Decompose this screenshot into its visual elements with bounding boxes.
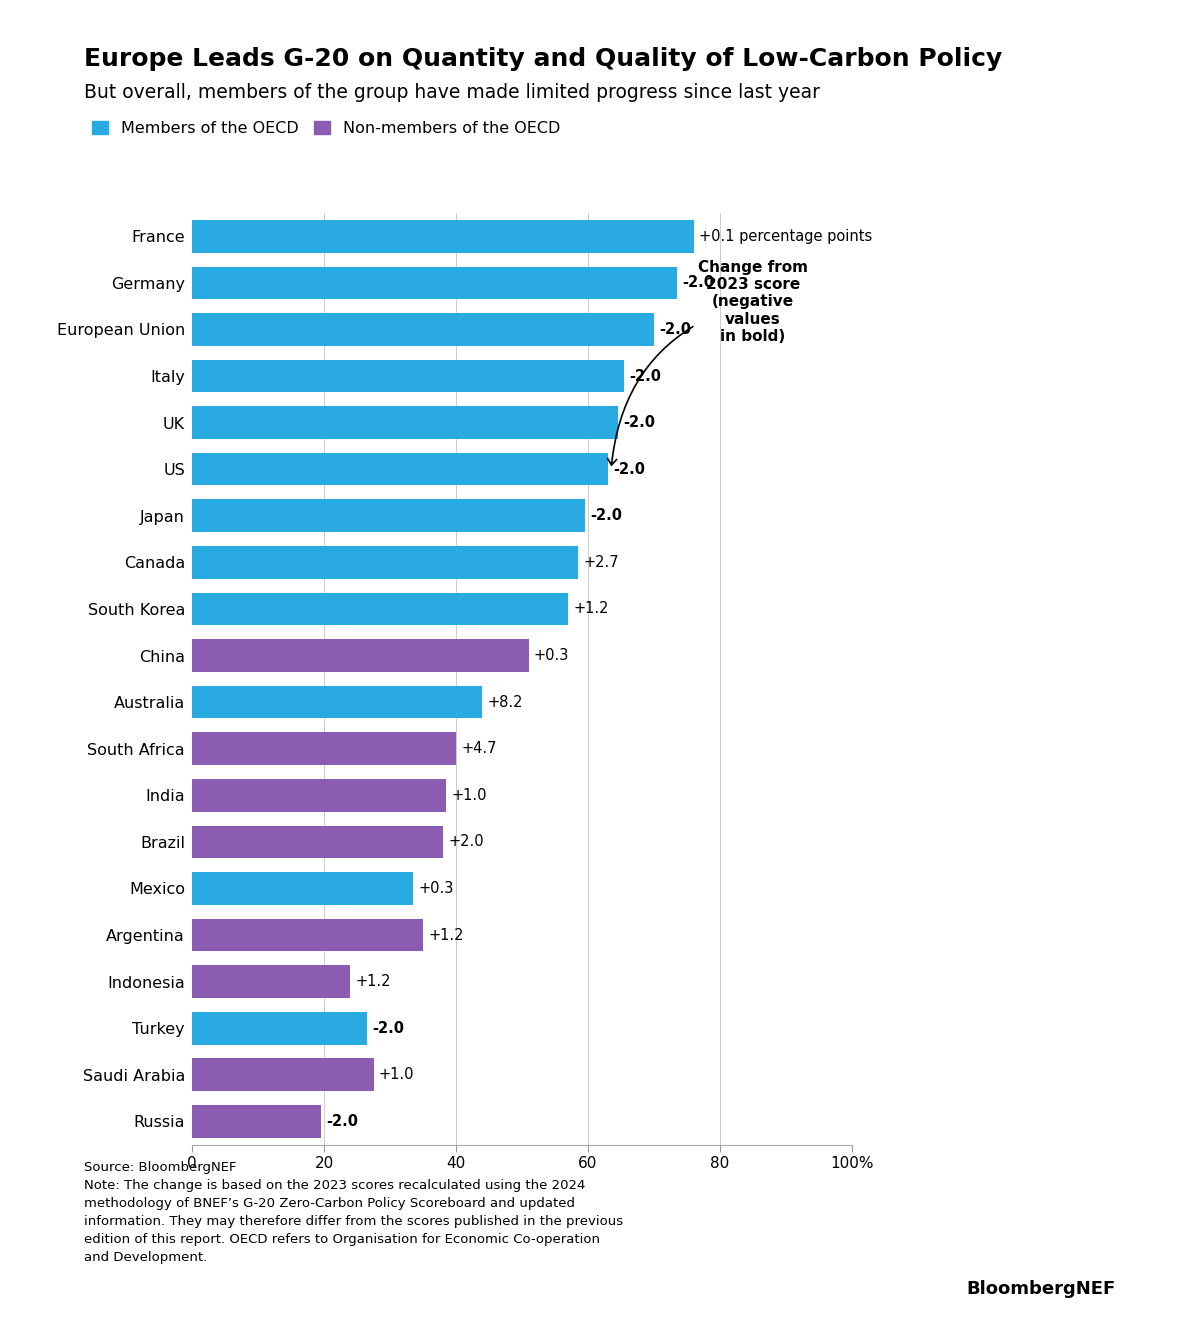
- Text: Source: BloombergNEF
Note: The change is based on the 2023 scores recalculated u: Source: BloombergNEF Note: The change is…: [84, 1161, 623, 1263]
- Bar: [192, 266, 677, 299]
- Text: +1.2: +1.2: [428, 928, 463, 942]
- Text: Europe Leads G-20 on Quantity and Quality of Low-Carbon Policy: Europe Leads G-20 on Quantity and Qualit…: [84, 47, 1002, 71]
- Bar: [192, 1105, 320, 1138]
- Legend: Members of the OECD, Non-members of the OECD: Members of the OECD, Non-members of the …: [92, 121, 560, 136]
- Bar: [192, 359, 624, 393]
- Text: -2.0: -2.0: [630, 369, 661, 383]
- Text: -2.0: -2.0: [659, 322, 691, 337]
- Bar: [192, 639, 529, 672]
- Text: -2.0: -2.0: [623, 415, 655, 430]
- Text: -2.0: -2.0: [613, 462, 646, 476]
- Text: +2.0: +2.0: [448, 835, 484, 849]
- Text: +0.1 percentage points: +0.1 percentage points: [698, 229, 872, 244]
- Text: Change from
2023 score
(negative
values
in bold): Change from 2023 score (negative values …: [607, 260, 808, 465]
- Bar: [192, 825, 443, 858]
- Text: +1.2: +1.2: [574, 602, 608, 616]
- Bar: [192, 313, 654, 346]
- Text: -2.0: -2.0: [372, 1021, 404, 1036]
- Text: +1.0: +1.0: [379, 1067, 414, 1082]
- Bar: [192, 918, 424, 952]
- Bar: [192, 592, 569, 626]
- Bar: [192, 779, 446, 812]
- Text: +8.2: +8.2: [487, 695, 523, 709]
- Bar: [192, 872, 413, 905]
- Bar: [192, 965, 350, 998]
- Bar: [192, 220, 694, 253]
- Text: -2.0: -2.0: [326, 1114, 358, 1129]
- Text: +1.0: +1.0: [451, 788, 487, 803]
- Bar: [192, 546, 578, 579]
- Bar: [192, 732, 456, 765]
- Text: +1.2: +1.2: [355, 974, 391, 989]
- Text: -2.0: -2.0: [590, 508, 622, 523]
- Bar: [192, 685, 482, 719]
- Bar: [192, 406, 618, 439]
- Text: -2.0: -2.0: [683, 276, 714, 290]
- Text: But overall, members of the group have made limited progress since last year: But overall, members of the group have m…: [84, 83, 820, 101]
- Bar: [192, 499, 584, 532]
- Text: BloombergNEF: BloombergNEF: [967, 1279, 1116, 1298]
- Text: +4.7: +4.7: [461, 741, 497, 756]
- Text: +0.3: +0.3: [419, 881, 454, 896]
- Text: +2.7: +2.7: [583, 555, 619, 570]
- Bar: [192, 1058, 373, 1091]
- Bar: [192, 1012, 367, 1045]
- Text: +0.3: +0.3: [534, 648, 569, 663]
- Bar: [192, 453, 608, 486]
